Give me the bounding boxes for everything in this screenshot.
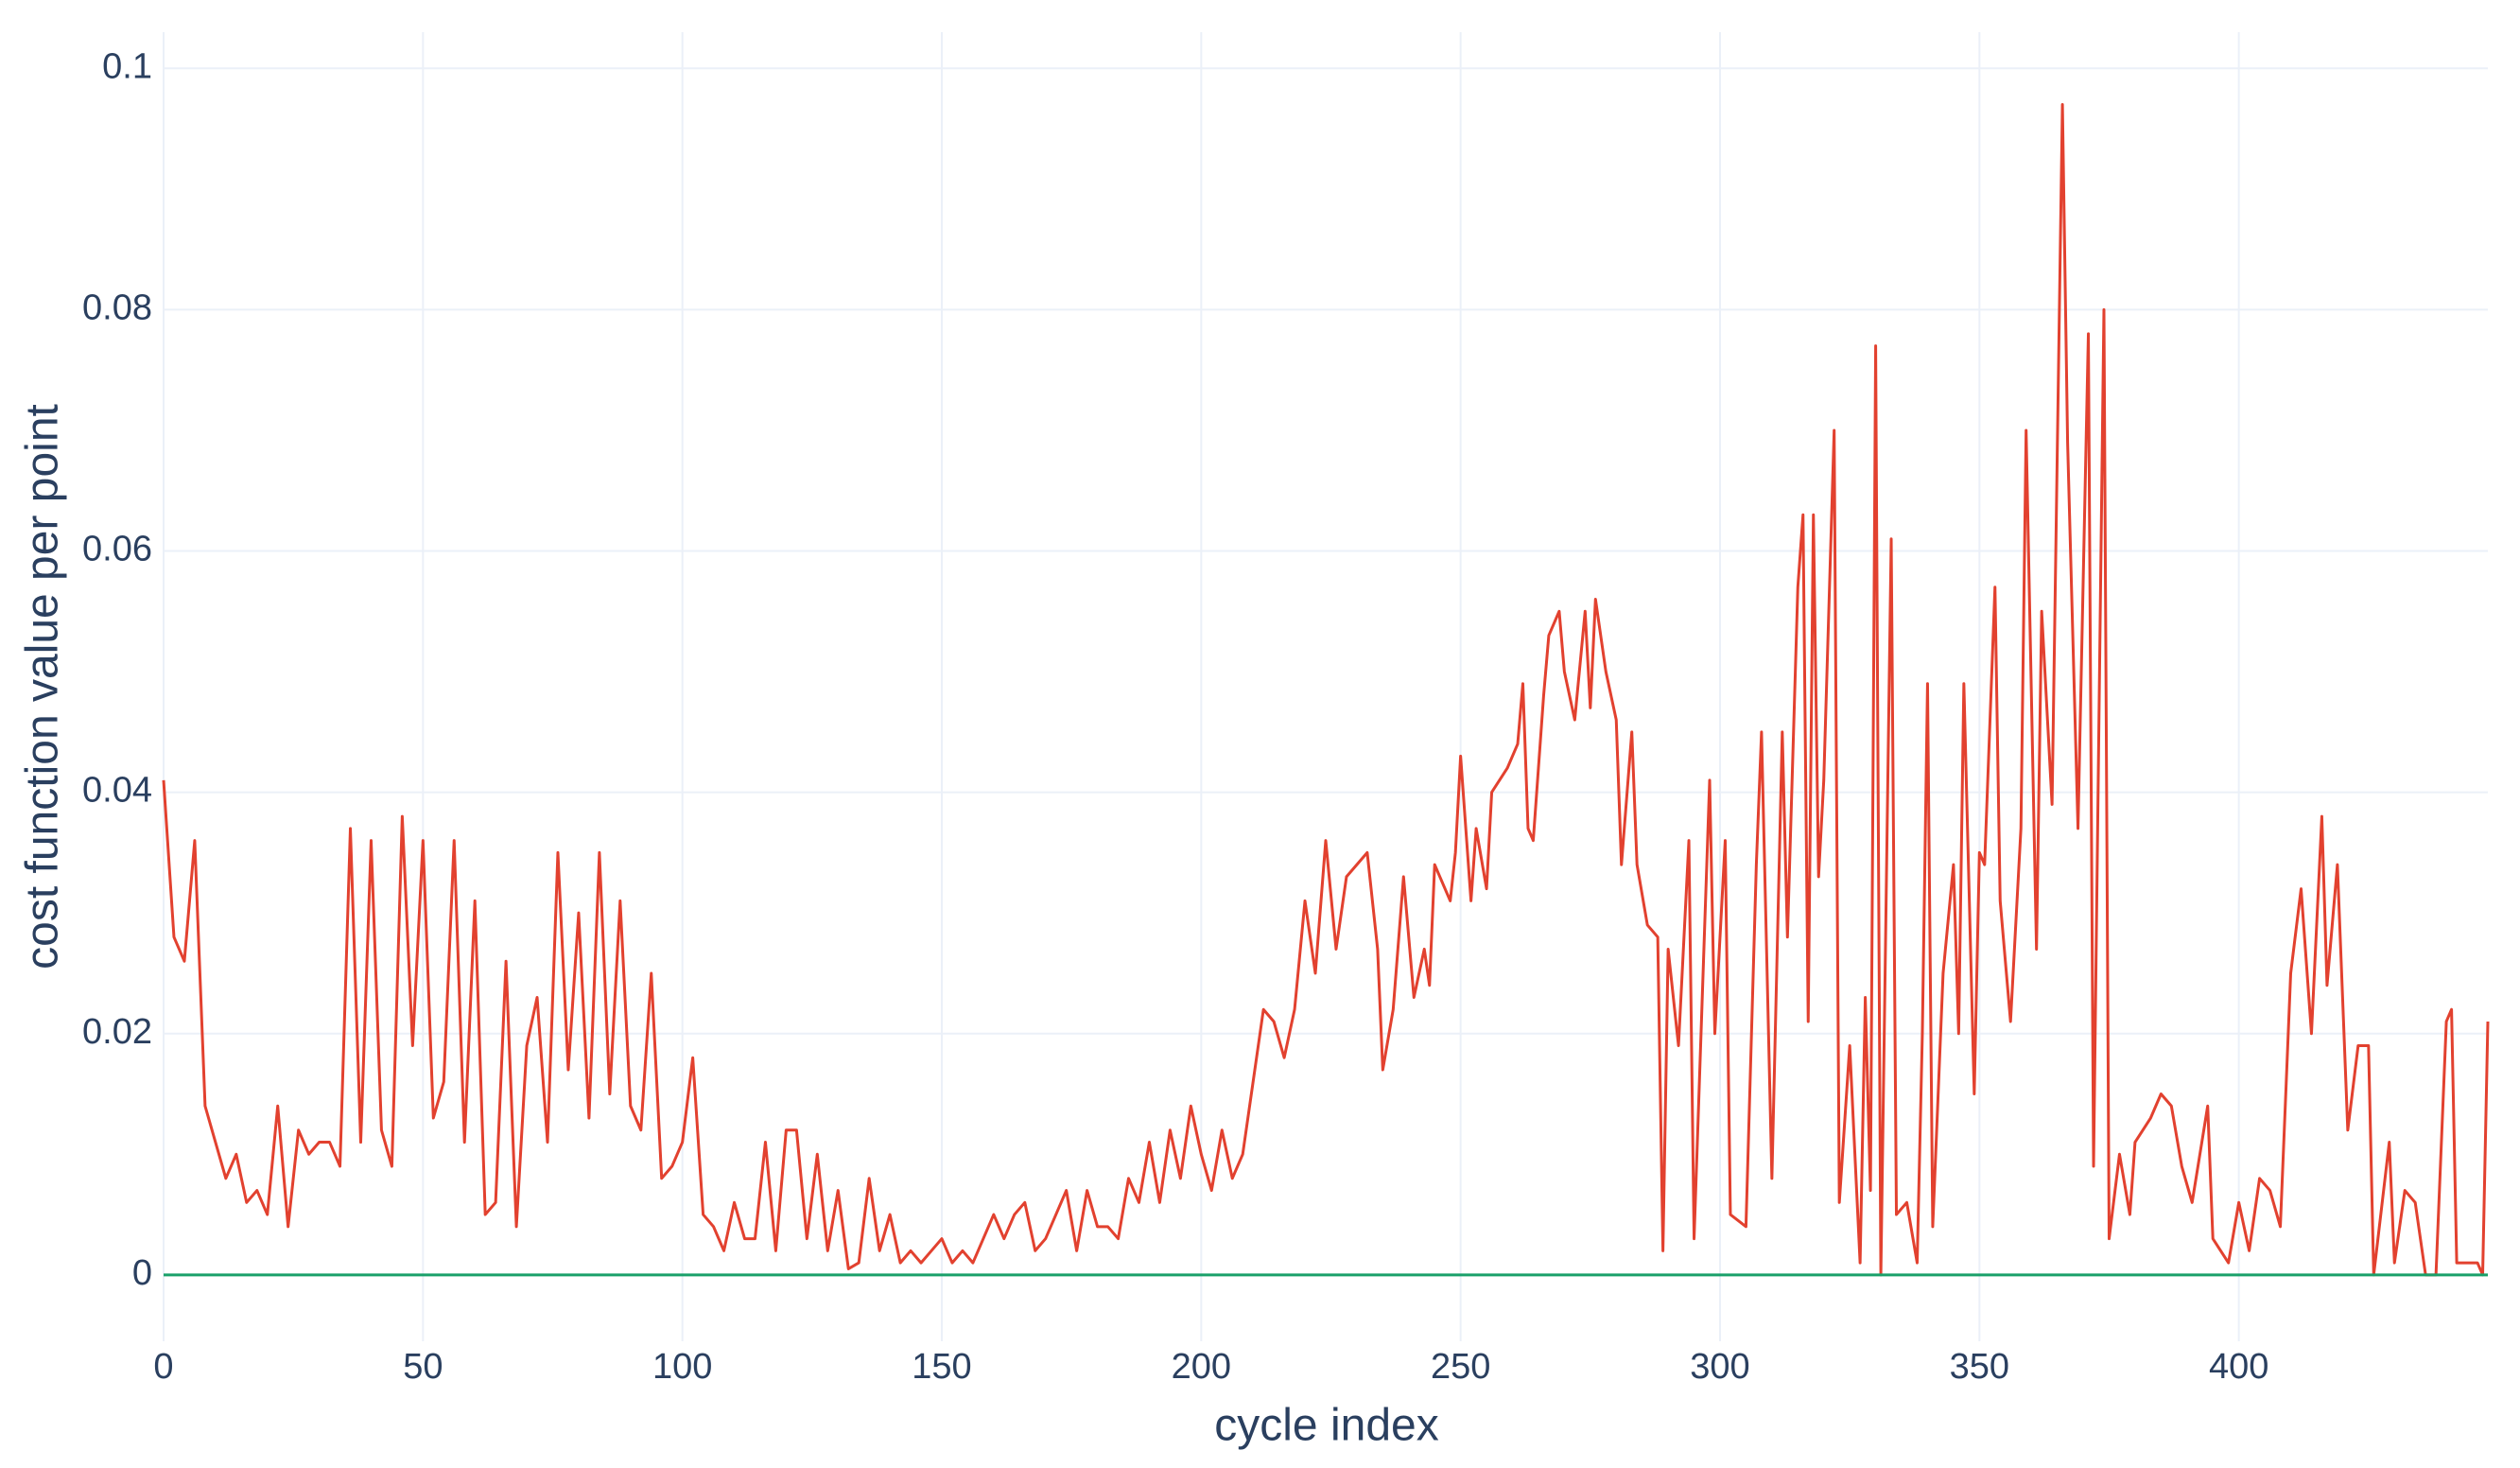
y-tick-label: 0.1 (102, 46, 152, 86)
x-tick-label: 250 (1431, 1347, 1490, 1387)
y-tick-label: 0 (132, 1253, 152, 1293)
x-tick-label: 200 (1172, 1347, 1231, 1387)
y-tick-label: 0.06 (82, 530, 152, 569)
y-tick-label: 0.02 (82, 1012, 152, 1052)
y-axis-title: cost function value per point (18, 404, 68, 970)
x-tick-label: 350 (1950, 1347, 2009, 1387)
data-line (162, 103, 2490, 1277)
y-tick-label: 0.08 (82, 288, 152, 327)
y-tick-label: 0.04 (82, 771, 152, 811)
x-tick-label: 100 (652, 1347, 712, 1387)
x-tick-label: 300 (1690, 1347, 1749, 1387)
x-axis-title: cycle index (1214, 1401, 1438, 1451)
x-tick-label: 0 (153, 1347, 173, 1387)
x-tick-label: 400 (2209, 1347, 2268, 1387)
x-tick-label: 50 (403, 1347, 443, 1387)
x-tick-label: 150 (912, 1347, 971, 1387)
